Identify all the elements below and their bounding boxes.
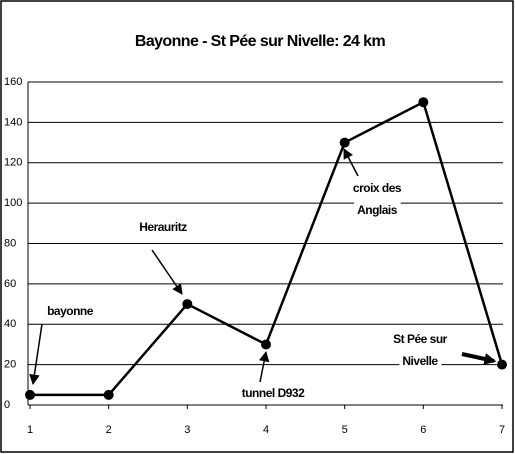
x-tick-label: 4 <box>263 424 269 436</box>
y-tick-label: 120 <box>4 157 22 169</box>
annotation: bayonne <box>47 304 94 318</box>
annotation: croix des <box>353 181 402 195</box>
annotation-arrow <box>461 352 497 365</box>
annotation: Anglais <box>357 203 398 217</box>
annotation: St Pée sur <box>393 332 448 346</box>
x-tick-label: 3 <box>184 424 190 436</box>
annotation-bg <box>349 180 405 197</box>
point <box>339 137 350 148</box>
point <box>418 97 429 108</box>
x-tick-label: 7 <box>499 424 505 436</box>
annotation-arrow <box>29 323 43 386</box>
point <box>182 299 193 310</box>
point <box>103 389 114 400</box>
y-tick-label: 140 <box>4 116 22 128</box>
annotation: tunnel D932 <box>242 386 305 400</box>
point <box>25 389 35 400</box>
point <box>497 359 507 370</box>
x-tick-label: 6 <box>420 424 426 436</box>
y-tick-label: 100 <box>4 197 22 209</box>
annotation-arrow <box>258 350 270 383</box>
y-tick-label: 60 <box>4 278 16 290</box>
y-tick-label: 160 <box>4 76 22 88</box>
annotation-arrow <box>343 148 359 177</box>
annotation-bg <box>136 219 191 236</box>
x-tick-label: 2 <box>106 424 112 436</box>
annotation-bg <box>238 385 309 402</box>
y-tick-label: 20 <box>4 359 16 371</box>
annotation-arrow <box>151 249 183 295</box>
annotation: Nivelle <box>402 354 438 368</box>
annotation: Herauritz <box>139 220 187 234</box>
x-tick-label: 1 <box>27 424 33 436</box>
annotation-bg <box>390 331 451 348</box>
annotation-bg <box>399 353 442 370</box>
y-tick-label: 40 <box>4 318 16 330</box>
y-tick-label: 0 <box>4 399 10 411</box>
annotation-bg <box>354 202 401 219</box>
chart-title: Bayonne - St Pée sur Nivelle: 24 km <box>135 33 386 50</box>
x-tick-label: 5 <box>342 424 348 436</box>
annotation-bg <box>44 303 97 320</box>
point <box>261 339 271 350</box>
y-tick-label: 80 <box>4 237 16 249</box>
